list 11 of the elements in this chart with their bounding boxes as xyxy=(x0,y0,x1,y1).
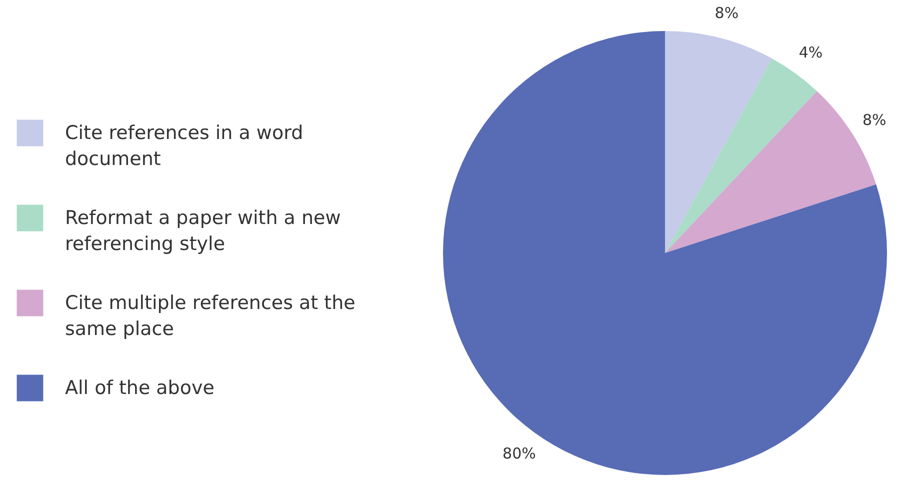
pie-slice xyxy=(443,31,887,475)
data-label: 8% xyxy=(714,4,739,22)
legend-label: Cite multiple references at the same place xyxy=(65,292,356,340)
pie-slice xyxy=(665,58,817,253)
legend-label: Cite references in a word document xyxy=(65,122,304,170)
data-label: 4% xyxy=(798,43,823,62)
data-label: 80% xyxy=(502,444,536,463)
data-label: 8% xyxy=(862,111,886,130)
legend-label: All of the above xyxy=(65,377,214,400)
legend-label: Reformat a paper with a new referencing style xyxy=(65,207,341,256)
pie-slice xyxy=(665,31,772,253)
